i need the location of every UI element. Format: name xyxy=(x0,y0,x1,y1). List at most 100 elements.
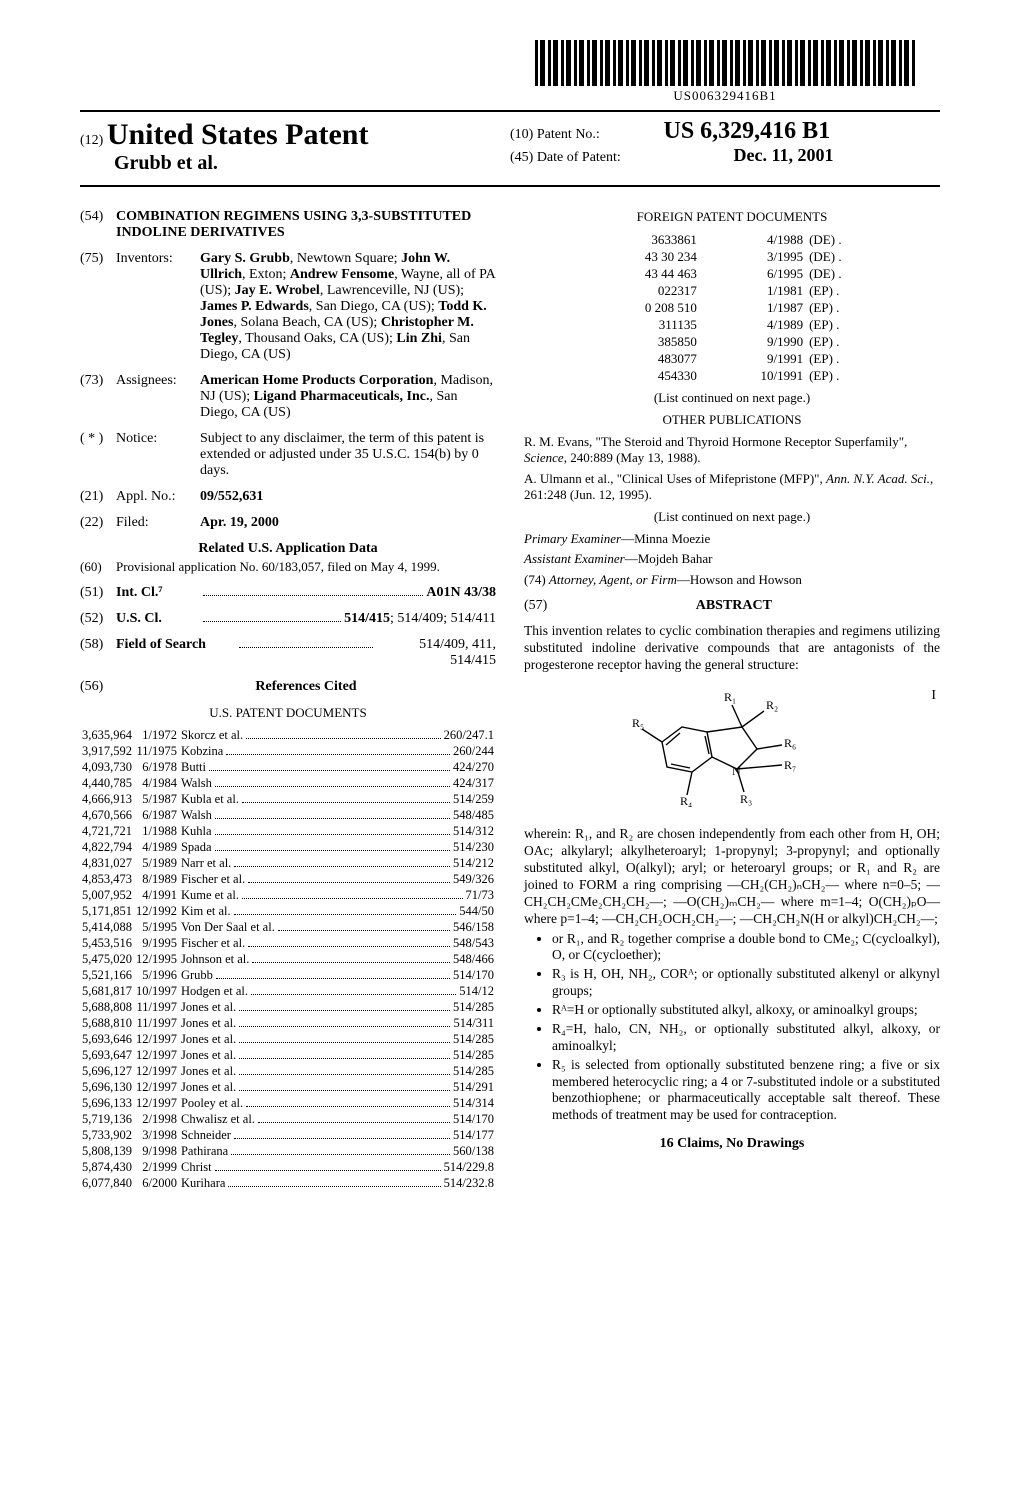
header: (12) United States Patent Grubb et al. (… xyxy=(80,110,940,187)
us-doc-row: 4,670,5666/1987Walsh548/485 xyxy=(80,807,496,823)
svg-text:R₃: R₃ xyxy=(740,792,752,806)
claims-line: 16 Claims, No Drawings xyxy=(524,1136,940,1152)
patent-no: US 6,329,416 B1 xyxy=(664,118,831,144)
abstract-bullet: R₃ is H, OH, NH₂, CORᴬ; or optionally su… xyxy=(552,966,940,1000)
notice-text: Subject to any disclaimer, the term of t… xyxy=(200,431,496,479)
us-doc-row: 5,696,12712/1997Jones et al.514/285 xyxy=(80,1063,496,1079)
abstract-bullet: Rᴬ=H or optionally substituted alkyl, al… xyxy=(552,1002,940,1019)
us-doc-row: 5,453,5169/1995Fischer et al.548/543 xyxy=(80,935,496,951)
structure-diagram: R₁ R₂ R₆ R₇ R₃ R₅ R₄ N xyxy=(632,687,832,807)
us-doc-row: 5,681,81710/1997Hodgen et al.514/12 xyxy=(80,983,496,999)
author-short: Grubb et al. xyxy=(114,152,510,175)
appl-no-field: (21) Appl. No.: 09/552,631 xyxy=(80,489,496,505)
us-doc-row: 5,007,9524/1991Kume et al.71/73 xyxy=(80,887,496,903)
us-doc-row: 4,831,0275/1989Narr et al.514/212 xyxy=(80,855,496,871)
assignees-field: (73) Assignees: American Home Products C… xyxy=(80,373,496,421)
invention-title: COMBINATION REGIMENS USING 3,3-SUBSTITUT… xyxy=(116,209,496,241)
us-doc-row: 5,688,81011/1997Jones et al.514/311 xyxy=(80,1015,496,1031)
refs-heading-row: (56) References Cited xyxy=(80,679,496,695)
svg-text:R₅: R₅ xyxy=(632,716,644,730)
foreign-doc-row: 43 44 4636/1995(DE) . xyxy=(566,265,899,282)
appl-no: 09/552,631 xyxy=(200,489,496,505)
us-doc-row: 4,440,7854/1984Walsh424/317 xyxy=(80,775,496,791)
svg-text:R₄: R₄ xyxy=(680,794,692,807)
us-doc-row: 5,693,64712/1997Jones et al.514/285 xyxy=(80,1047,496,1063)
foreign-doc-row: 45433010/1991(EP) . xyxy=(566,367,899,384)
abstract-heading: ABSTRACT xyxy=(551,598,917,614)
barcode-number: US006329416B1 xyxy=(510,88,940,104)
fos-value: 514/409, 411, 514/415 xyxy=(376,637,496,669)
chemical-formula: I xyxy=(524,687,940,812)
us-doc-row: 5,733,9023/1998Schneider514/177 xyxy=(80,1127,496,1143)
document-type: United States Patent xyxy=(107,118,369,151)
refs-heading: References Cited xyxy=(116,679,496,695)
us-doc-row: 4,093,7306/1978Butti424/270 xyxy=(80,759,496,775)
abstract-wherein: wherein: R₁, and R₂ are chosen independe… xyxy=(524,826,940,927)
foreign-docs-heading: FOREIGN PATENT DOCUMENTS xyxy=(524,209,940,225)
us-doc-row: 5,808,1399/1998Pathirana560/138 xyxy=(80,1143,496,1159)
foreign-doc-row: 0223171/1981(EP) . xyxy=(566,282,899,299)
us-doc-row: 5,696,13312/1997Pooley et al.514/314 xyxy=(80,1095,496,1111)
us-cl-rest: ; 514/409; 514/411 xyxy=(390,611,496,626)
svg-text:N: N xyxy=(732,764,741,778)
assistant-examiner: Assistant Examiner—Mojdeh Bahar xyxy=(524,551,940,567)
date-of-patent-label: (45) Date of Patent: xyxy=(510,150,660,166)
date-of-patent: Dec. 11, 2001 xyxy=(734,145,834,165)
us-doc-row: 5,696,13012/1997Jones et al.514/291 xyxy=(80,1079,496,1095)
us-doc-row: 3,635,9641/1972Skorcz et al.260/247.1 xyxy=(80,727,496,743)
us-doc-row: 5,521,1665/1996Grubb514/170 xyxy=(80,967,496,983)
abstract-intro: This invention relates to cyclic combina… xyxy=(524,623,940,674)
right-column: FOREIGN PATENT DOCUMENTS 36338614/1988(D… xyxy=(524,209,940,1191)
inventors-field: (75) Inventors: Gary S. Grubb, Newtown S… xyxy=(80,251,496,363)
patent-front-page: US006329416B1 (12) United States Patent … xyxy=(0,0,1020,1221)
abstract-body: This invention relates to cyclic combina… xyxy=(524,623,940,1124)
svg-text:R₁: R₁ xyxy=(724,690,736,704)
us-doc-row: 3,917,59211/1975Kobzina260/244 xyxy=(80,743,496,759)
us-doc-row: 4,853,4738/1989Fischer et al.549/326 xyxy=(80,871,496,887)
filed-date: Apr. 19, 2000 xyxy=(200,515,496,531)
country-code: (12) xyxy=(80,133,103,148)
list-continued-1: (List continued on next page.) xyxy=(524,390,940,406)
other-pubs-heading: OTHER PUBLICATIONS xyxy=(524,412,940,428)
fos-field: (58) Field of Search 514/409, 411, 514/4… xyxy=(80,637,496,669)
publication-entry: A. Ulmann et al., "Clinical Uses of Mife… xyxy=(524,471,940,504)
filed-field: (22) Filed: Apr. 19, 2000 xyxy=(80,515,496,531)
us-doc-row: 5,693,64612/1997Jones et al.514/285 xyxy=(80,1031,496,1047)
svg-text:R₇: R₇ xyxy=(784,758,796,772)
us-doc-row: 4,822,7944/1989Spada514/230 xyxy=(80,839,496,855)
us-doc-row: 5,688,80811/1997Jones et al.514/285 xyxy=(80,999,496,1015)
title-field: (54) COMBINATION REGIMENS USING 3,3-SUBS… xyxy=(80,209,496,241)
us-cl-field: (52) U.S. Cl. 514/415; 514/409; 514/411 xyxy=(80,611,496,627)
related-text: Provisional application No. 60/183,057, … xyxy=(116,559,496,575)
notice-field: ( * ) Notice: Subject to any disclaimer,… xyxy=(80,431,496,479)
attorney: (74) Attorney, Agent, or Firm—Howson and… xyxy=(524,572,940,588)
patent-no-label: (10) Patent No.: xyxy=(510,127,660,143)
related-field: (60) Provisional application No. 60/183,… xyxy=(80,559,496,575)
formula-label: I xyxy=(931,687,936,705)
us-patent-documents-table: 3,635,9641/1972Skorcz et al.260/247.13,9… xyxy=(80,727,496,1191)
us-doc-row: 5,475,02012/1995Johnson et al.548/466 xyxy=(80,951,496,967)
us-doc-row: 4,666,9135/1987Kubla et al.514/259 xyxy=(80,791,496,807)
assignees-text: American Home Products Corporation, Madi… xyxy=(200,373,496,421)
barcode-image xyxy=(535,40,915,86)
primary-examiner: Primary Examiner—Minna Moezie xyxy=(524,531,940,547)
int-cl-value: A01N 43/38 xyxy=(426,585,496,601)
us-cl-primary: 514/415 xyxy=(344,611,390,626)
barcode-block: US006329416B1 xyxy=(510,40,940,104)
related-heading: Related U.S. Application Data xyxy=(80,541,496,557)
us-doc-row: 4,721,7211/1988Kuhla514/312 xyxy=(80,823,496,839)
foreign-doc-row: 36338614/1988(DE) . xyxy=(566,231,899,248)
foreign-doc-row: 3111354/1989(EP) . xyxy=(566,316,899,333)
svg-text:R₂: R₂ xyxy=(766,698,778,712)
int-cl-field: (51) Int. Cl.⁷ A01N 43/38 xyxy=(80,585,496,601)
abstract-heading-row: (57) ABSTRACT xyxy=(524,592,940,620)
us-doc-row: 5,874,4302/1999Christ514/229.8 xyxy=(80,1159,496,1175)
us-doc-row: 5,414,0885/1995Von Der Saal et al.546/15… xyxy=(80,919,496,935)
other-publications: R. M. Evans, "The Steroid and Thyroid Ho… xyxy=(524,434,940,503)
us-docs-heading: U.S. PATENT DOCUMENTS xyxy=(80,705,496,721)
us-doc-row: 5,719,1362/1998Chwalisz et al.514/170 xyxy=(80,1111,496,1127)
foreign-doc-row: 4830779/1991(EP) . xyxy=(566,350,899,367)
inventors-text: Gary S. Grubb, Newtown Square; John W. U… xyxy=(200,251,496,363)
publication-entry: R. M. Evans, "The Steroid and Thyroid Ho… xyxy=(524,434,940,467)
us-doc-row: 6,077,8406/2000Kurihara514/232.8 xyxy=(80,1175,496,1191)
